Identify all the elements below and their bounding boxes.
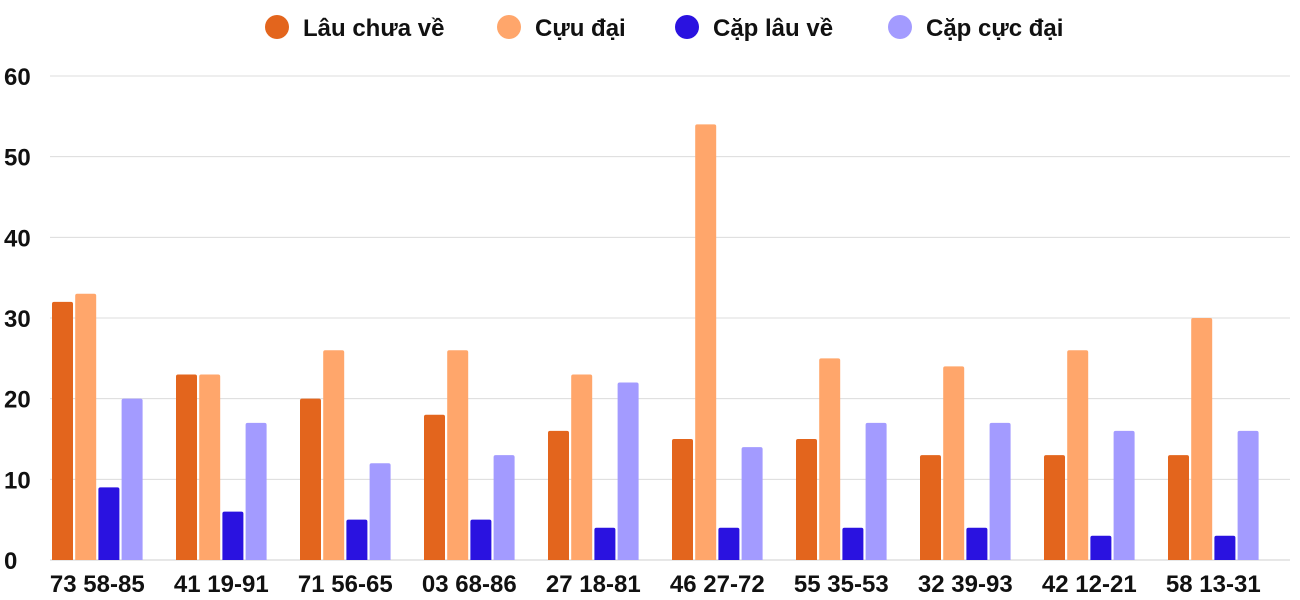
legend-swatch-cap-cuc-dai — [888, 15, 912, 39]
bar-lau-chua-ve-32-39-93 — [920, 455, 941, 560]
bar-lau-chua-ve-41-19-91 — [176, 374, 197, 560]
bar-cap-cuc-dai-41-19-91 — [245, 422, 267, 560]
legend-label-cap-lau-ve: Cặp lâu về — [713, 15, 833, 42]
bar-cap-lau-ve-46-27-72 — [718, 527, 740, 560]
y-tick-label-30: 30 — [4, 306, 31, 333]
bar-cuu-dai-73-58-85 — [75, 293, 97, 560]
bar-lau-chua-ve-73-58-85 — [52, 301, 73, 560]
bar-cuu-dai-58-13-31 — [1191, 318, 1213, 560]
legend-item-lau-chua-ve: Lâu chưa về — [265, 15, 444, 42]
bar-cap-lau-ve-42-12-21 — [1090, 535, 1112, 560]
y-axis-ticks: 0 10 20 30 40 50 60 — [4, 64, 31, 575]
bar-cuu-dai-32-39-93 — [943, 366, 965, 560]
legend-label-cap-cuc-dai: Cặp cực đại — [926, 15, 1063, 42]
x-tick-label-71-56-65: 71 56-65 — [298, 571, 393, 598]
bar-cap-lau-ve-32-39-93 — [966, 527, 988, 560]
x-axis-ticks: 73 58-85 41 19-91 71 56-65 03 68-86 27 18-81… — [50, 571, 1261, 598]
bar-cuu-dai-27-18-81 — [571, 374, 593, 560]
chart-gridlines — [50, 75, 1290, 561]
bar-cap-cuc-dai-55-35-53 — [865, 422, 887, 560]
legend-item-cuu-dai: Cựu đại — [497, 15, 626, 42]
bar-cuu-dai-55-35-53 — [819, 358, 841, 560]
x-tick-label-73-58-85: 73 58-85 — [50, 571, 145, 598]
bar-cap-lau-ve-55-35-53 — [842, 527, 864, 560]
bar-cap-cuc-dai-32-39-93 — [989, 422, 1011, 560]
legend-swatch-lau-chua-ve — [265, 15, 289, 39]
y-tick-label-0: 0 — [4, 548, 17, 575]
bar-lau-chua-ve-71-56-65 — [300, 398, 321, 560]
y-tick-label-50: 50 — [4, 145, 31, 172]
x-tick-label-55-35-53: 55 35-53 — [794, 571, 889, 598]
bar-cuu-dai-71-56-65 — [323, 350, 345, 560]
bar-cap-lau-ve-71-56-65 — [346, 519, 368, 560]
bar-lau-chua-ve-03-68-86 — [424, 414, 445, 560]
x-tick-label-32-39-93: 32 39-93 — [918, 571, 1013, 598]
legend-swatch-cap-lau-ve — [675, 15, 699, 39]
bar-cap-lau-ve-03-68-86 — [470, 519, 492, 560]
bar-cap-cuc-dai-58-13-31 — [1237, 430, 1259, 560]
x-tick-label-41-19-91: 41 19-91 — [174, 571, 269, 598]
bar-cap-cuc-dai-73-58-85 — [121, 398, 143, 560]
y-tick-label-10: 10 — [4, 467, 31, 494]
y-tick-label-20: 20 — [4, 387, 31, 414]
bar-cap-lau-ve-41-19-91 — [222, 511, 244, 560]
bar-cuu-dai-03-68-86 — [447, 350, 469, 560]
legend-label-lau-chua-ve: Lâu chưa về — [303, 15, 444, 42]
bar-cuu-dai-42-12-21 — [1067, 350, 1089, 560]
chart-legend: Lâu chưa về Cựu đại Cặp lâu về Cặp cực đại — [265, 15, 1063, 42]
bar-cap-cuc-dai-42-12-21 — [1113, 430, 1135, 560]
x-tick-label-42-12-21: 42 12-21 — [1042, 571, 1137, 598]
bar-cuu-dai-41-19-91 — [199, 374, 221, 560]
legend-item-cap-cuc-dai: Cặp cực đại — [888, 15, 1063, 42]
bar-cap-cuc-dai-27-18-81 — [617, 382, 639, 560]
bar-lau-chua-ve-58-13-31 — [1168, 455, 1189, 560]
x-tick-label-03-68-86: 03 68-86 — [422, 571, 517, 598]
bar-cuu-dai-46-27-72 — [695, 124, 717, 561]
legend-item-cap-lau-ve: Cặp lâu về — [675, 15, 833, 42]
y-tick-label-40: 40 — [4, 225, 31, 252]
legend-label-cuu-dai: Cựu đại — [535, 15, 626, 42]
bar-cap-cuc-dai-03-68-86 — [493, 455, 515, 560]
legend-swatch-cuu-dai — [497, 15, 521, 39]
bar-cap-lau-ve-58-13-31 — [1214, 535, 1236, 560]
x-tick-label-58-13-31: 58 13-31 — [1166, 571, 1261, 598]
y-tick-label-60: 60 — [4, 64, 31, 91]
x-tick-label-27-18-81: 27 18-81 — [546, 571, 641, 598]
bar-lau-chua-ve-46-27-72 — [672, 439, 693, 560]
bar-cap-cuc-dai-46-27-72 — [741, 447, 763, 560]
bar-lau-chua-ve-27-18-81 — [548, 430, 569, 560]
bar-cap-lau-ve-73-58-85 — [98, 487, 120, 560]
x-tick-label-46-27-72: 46 27-72 — [670, 571, 765, 598]
bar-cap-cuc-dai-71-56-65 — [369, 463, 391, 560]
bar-lau-chua-ve-42-12-21 — [1044, 455, 1065, 560]
bar-lau-chua-ve-55-35-53 — [796, 439, 817, 560]
chart-bars — [52, 124, 1259, 561]
bar-cap-lau-ve-27-18-81 — [594, 527, 616, 560]
